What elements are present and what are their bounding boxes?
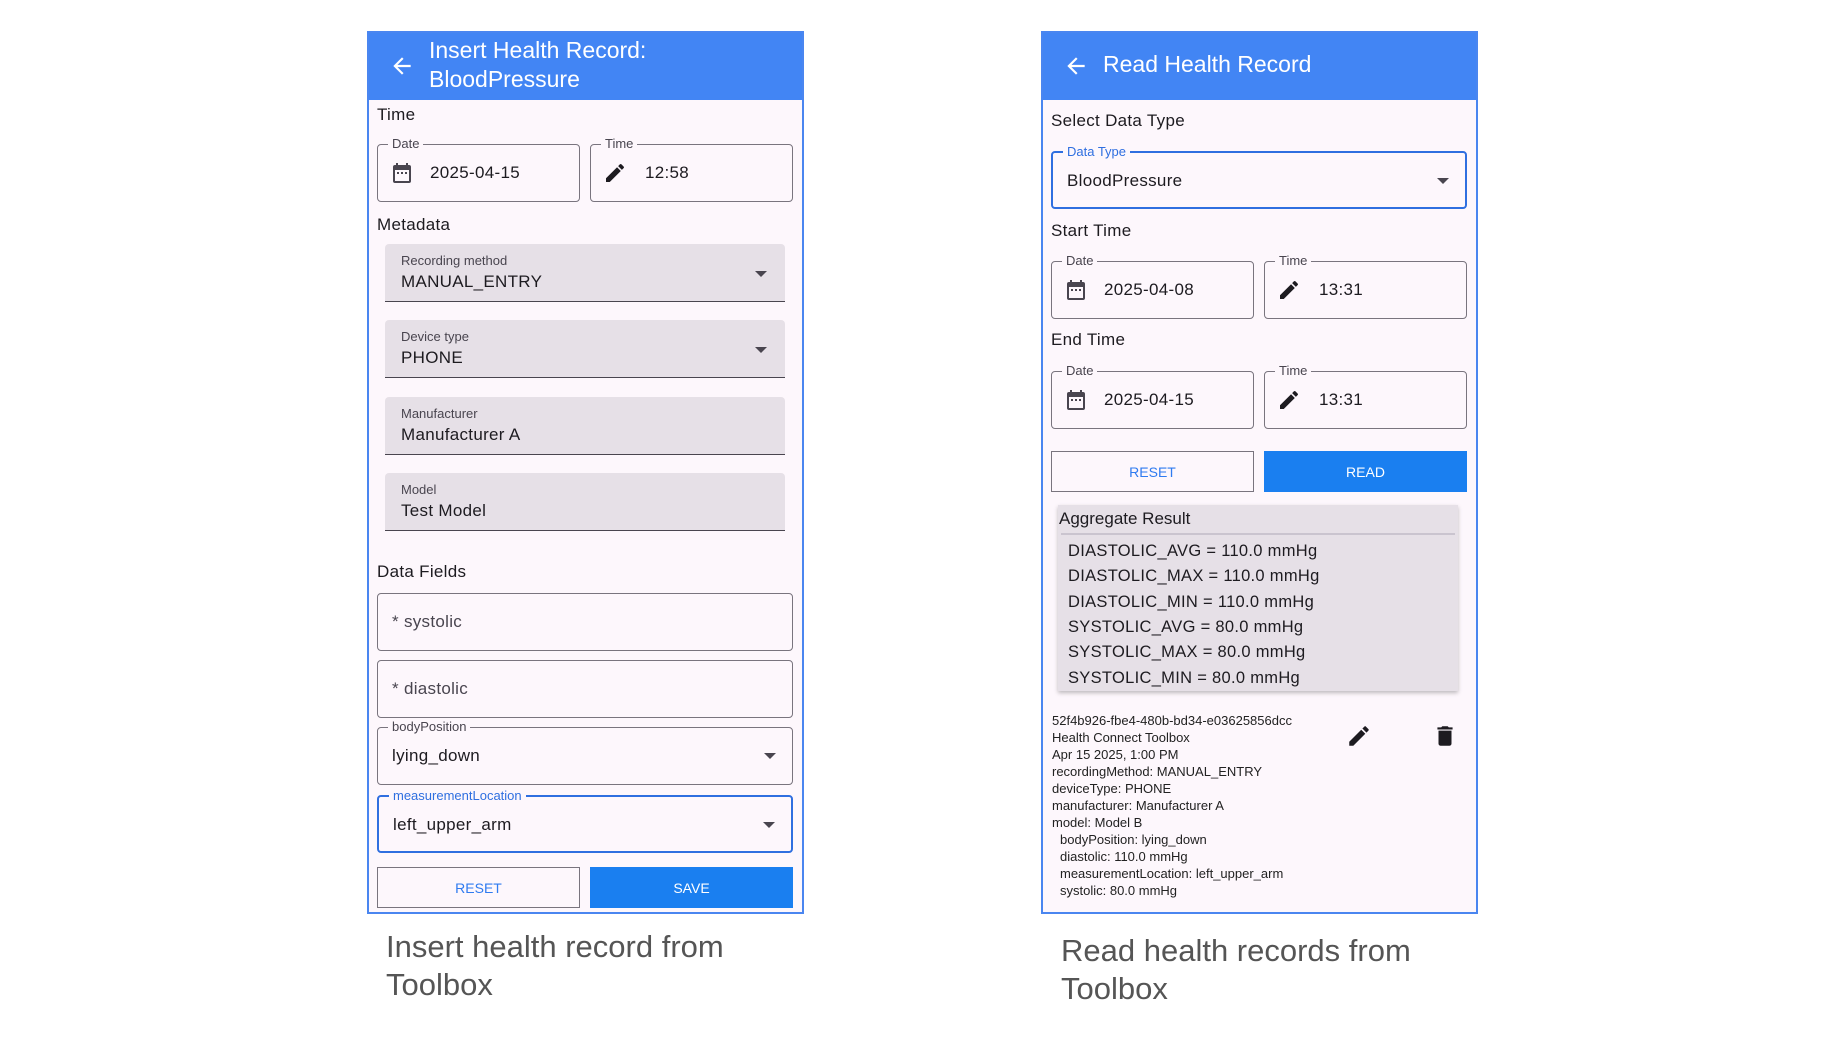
metadata-section-title: Metadata (377, 215, 451, 234)
record-source: Health Connect Toolbox (1052, 730, 1190, 745)
calendar-icon (1064, 278, 1088, 302)
aggregate-result-card: Aggregate Result DIASTOLIC_AVG = 110.0 m… (1058, 505, 1458, 691)
record-line: bodyPosition: lying_down (1060, 832, 1207, 847)
read-caption: Read health records from Toolbox (1061, 933, 1411, 1006)
time-section-title: Time (377, 105, 416, 124)
aggregate-item: DIASTOLIC_MAX = 110.0 mmHg (1068, 567, 1320, 585)
measurement-location-label: measurementLocation (389, 788, 526, 803)
model-label: Model (401, 482, 437, 497)
record-line: deviceType: PHONE (1052, 781, 1172, 796)
end-date-value: 2025-04-15 (1104, 390, 1194, 409)
read-button[interactable]: READ (1264, 451, 1467, 492)
manufacturer-value: Manufacturer A (401, 425, 521, 444)
device-type-value: PHONE (401, 348, 463, 367)
dropdown-arrow-icon (1437, 178, 1449, 184)
measurement-location-select[interactable]: measurementLocation left_upper_arm (377, 788, 793, 853)
manufacturer-field[interactable]: Manufacturer Manufacturer A (385, 397, 785, 455)
start-time-value: 13:31 (1319, 280, 1364, 299)
start-time-field[interactable]: Time 13:31 (1264, 253, 1467, 319)
device-type-select[interactable]: Device type PHONE (385, 320, 785, 378)
record-line: diastolic: 110.0 mmHg (1060, 849, 1188, 864)
recording-method-label: Recording method (401, 253, 508, 268)
reset-button[interactable]: RESET (377, 867, 580, 908)
data-type-label: Data Type (1063, 144, 1131, 159)
body-position-select[interactable]: bodyPosition lying_down (377, 719, 793, 785)
arrow-back-icon[interactable] (389, 53, 415, 79)
date-label: Date (388, 136, 424, 151)
dropdown-arrow-icon (764, 753, 776, 759)
end-time-value: 13:31 (1319, 390, 1364, 409)
time-value: 12:58 (645, 163, 690, 182)
aggregate-item: DIASTOLIC_MIN = 110.0 mmHg (1068, 593, 1315, 611)
measurement-location-value: left_upper_arm (393, 815, 512, 834)
systolic-input[interactable]: * systolic (377, 593, 793, 651)
data-type-value: BloodPressure (1067, 171, 1183, 190)
start-date-label: Date (1062, 253, 1098, 268)
app-bar: Insert Health Record: BloodPressure (369, 33, 802, 100)
reset-button[interactable]: RESET (1051, 451, 1254, 492)
insert-caption: Insert health record from Toolbox (386, 929, 724, 1002)
aggregate-item: DIASTOLIC_AVG = 110.0 mmHg (1068, 542, 1318, 560)
pencil-icon (1277, 388, 1301, 412)
arrow-back-icon[interactable] (1063, 53, 1089, 79)
diastolic-placeholder: * diastolic (392, 679, 469, 698)
body-position-label: bodyPosition (388, 719, 471, 734)
aggregate-title: Aggregate Result (1059, 509, 1191, 528)
data-type-select[interactable]: Data Type BloodPressure (1051, 144, 1467, 209)
start-time-label: Time (1275, 253, 1312, 268)
start-date-value: 2025-04-08 (1104, 280, 1194, 299)
delete-icon[interactable] (1432, 723, 1458, 749)
record-time: Apr 15 2025, 1:00 PM (1052, 747, 1179, 762)
calendar-icon (1064, 388, 1088, 412)
model-value: Test Model (401, 501, 487, 520)
end-time-field[interactable]: Time 13:31 (1264, 363, 1467, 429)
end-date-label: Date (1062, 363, 1098, 378)
save-button[interactable]: SAVE (590, 867, 793, 908)
end-date-field[interactable]: Date 2025-04-15 (1051, 363, 1254, 429)
time-field[interactable]: Time 12:58 (590, 136, 793, 202)
page-title: Read Health Record (1103, 51, 1312, 77)
aggregate-item: SYSTOLIC_MAX = 80.0 mmHg (1068, 643, 1306, 661)
time-label: Time (601, 136, 638, 151)
body-position-value: lying_down (392, 746, 481, 765)
diastolic-input[interactable]: * diastolic (377, 660, 793, 718)
end-time-label: Time (1275, 363, 1312, 378)
divider (1061, 533, 1455, 535)
pencil-icon (603, 161, 627, 185)
app-bar: Read Health Record (1043, 33, 1476, 100)
start-time-title: Start Time (1051, 221, 1132, 240)
aggregate-item: SYSTOLIC_MIN = 80.0 mmHg (1068, 669, 1301, 687)
calendar-icon (390, 161, 414, 185)
page-title-line1: Insert Health Record: (429, 37, 647, 63)
recording-method-value: MANUAL_ENTRY (401, 272, 543, 291)
record-line: measurementLocation: left_upper_arm (1060, 866, 1284, 881)
manufacturer-label: Manufacturer (401, 406, 478, 421)
end-time-title: End Time (1051, 330, 1126, 349)
insert-record-screen: Insert Health Record: BloodPressure Time… (367, 31, 804, 914)
dropdown-arrow-icon (755, 347, 767, 353)
model-field[interactable]: Model Test Model (385, 473, 785, 531)
date-value: 2025-04-15 (430, 163, 520, 182)
read-record-screen: Read Health Record Select Data Type Data… (1041, 31, 1478, 914)
edit-record-pencil-icon[interactable] (1346, 723, 1372, 749)
record-line: recordingMethod: MANUAL_ENTRY (1052, 764, 1263, 779)
record-line: manufacturer: Manufacturer A (1052, 798, 1224, 813)
start-date-field[interactable]: Date 2025-04-08 (1051, 253, 1254, 319)
dropdown-arrow-icon (755, 271, 767, 277)
date-field[interactable]: Date 2025-04-15 (377, 136, 580, 202)
record-line: systolic: 80.0 mmHg (1060, 883, 1178, 898)
recording-method-select[interactable]: Recording method MANUAL_ENTRY (385, 244, 785, 302)
aggregate-item: SYSTOLIC_AVG = 80.0 mmHg (1068, 618, 1304, 636)
device-type-label: Device type (401, 329, 469, 344)
record-line: model: Model B (1052, 815, 1143, 830)
select-data-type-title: Select Data Type (1051, 111, 1185, 130)
dropdown-arrow-icon (763, 822, 775, 828)
systolic-placeholder: * systolic (392, 612, 463, 631)
record-id: 52f4b926-fbe4-480b-bd34-e03625856dcc (1052, 713, 1292, 728)
page-title-line2: BloodPressure (429, 66, 580, 92)
pencil-icon (1277, 278, 1301, 302)
data-fields-section-title: Data Fields (377, 562, 467, 581)
